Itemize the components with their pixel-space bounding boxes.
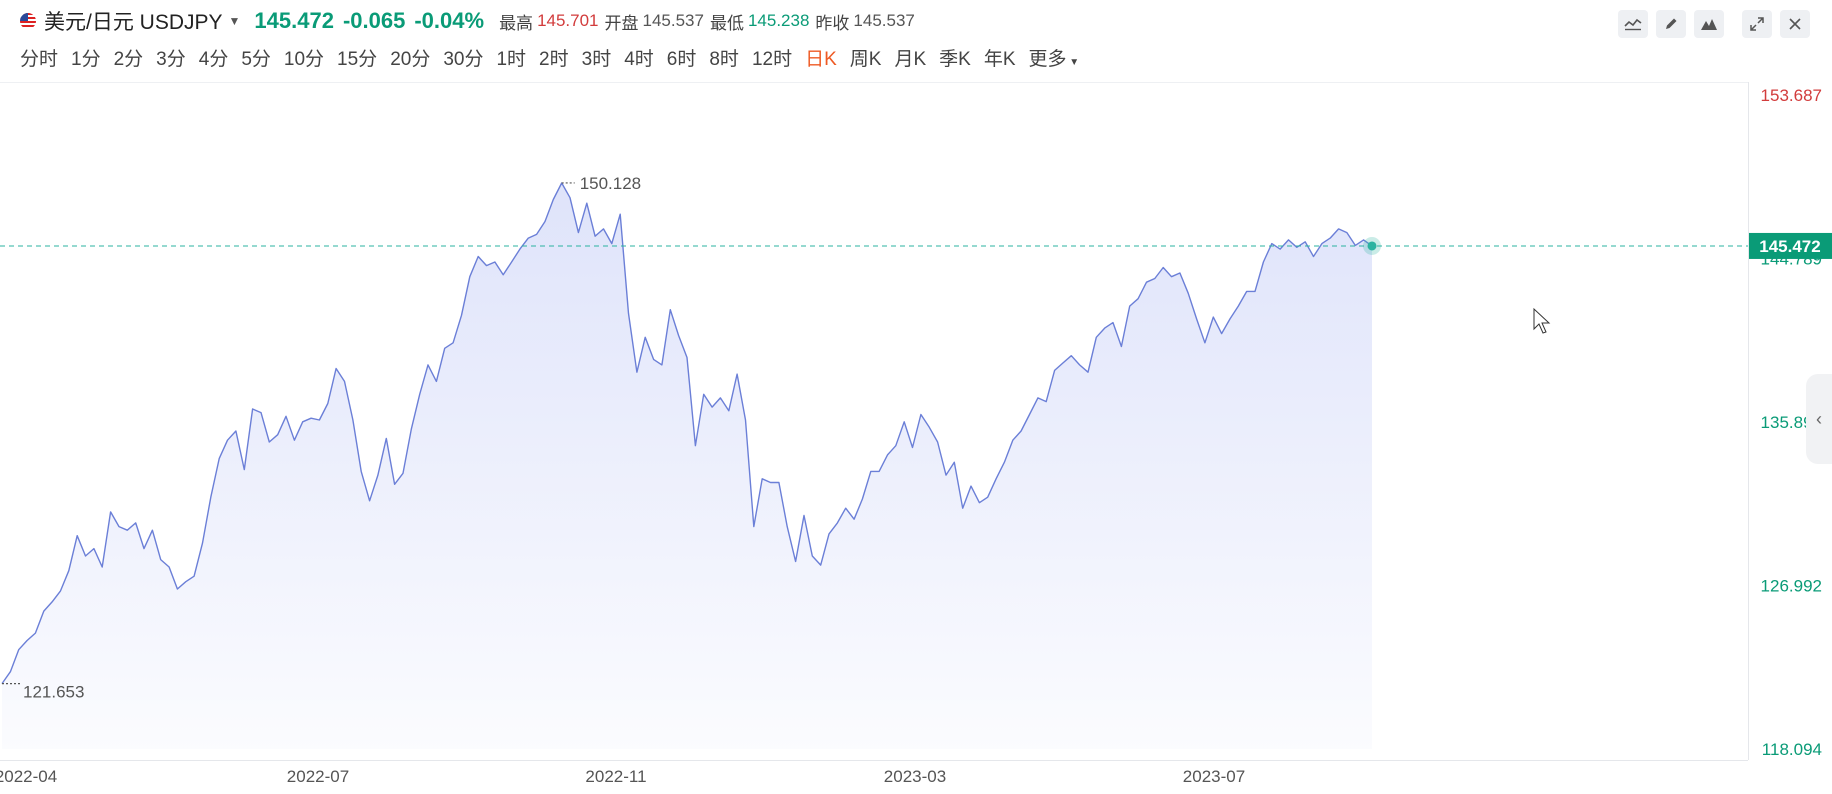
last-price: 145.472 [254, 8, 334, 33]
current-price-badge [1749, 232, 1832, 259]
period-tab[interactable]: 更多 ▼ [1028, 48, 1080, 70]
price-change-pct: -0.04% [414, 8, 485, 33]
period-tab[interactable]: 10分 [283, 48, 325, 70]
x-tick-label: 2022-04 [0, 767, 57, 786]
chevron-down-icon[interactable]: ▼ [228, 14, 241, 28]
chevron-down-icon[interactable]: ▼ [1066, 56, 1080, 68]
x-tick-label: 2022-07 [287, 767, 349, 786]
period-tab[interactable]: 3分 [156, 48, 186, 70]
draw-icon[interactable] [1656, 10, 1686, 38]
period-tab[interactable]: 2时 [539, 48, 569, 70]
chart-toolbar [1618, 10, 1810, 38]
mouse-cursor-icon [1533, 307, 1551, 334]
area-chart-svg[interactable]: 153.687144.789135.890126.992118.094145.4… [0, 82, 1832, 794]
x-tick-label: 2023-07 [1183, 767, 1245, 786]
chart-type-icon[interactable] [1694, 10, 1724, 38]
open-label: 开盘 [604, 13, 639, 33]
period-tab[interactable]: 5分 [241, 48, 271, 70]
period-tab[interactable]: 1时 [496, 48, 527, 70]
period-tab[interactable]: 1分 [71, 48, 101, 70]
period-tab[interactable]: 12时 [751, 48, 793, 70]
period-tab[interactable]: 年K [983, 48, 1016, 70]
period-tab[interactable]: 30分 [443, 48, 484, 70]
period-tab[interactable]: 8时 [709, 48, 739, 70]
pair-selector[interactable]: 美元/日元 USDJPY [44, 11, 223, 34]
open-value: 145.537 [642, 11, 704, 30]
current-price-dot [1367, 241, 1377, 251]
price-series-line [1, 182, 1373, 685]
period-tab[interactable]: 分时 [20, 48, 59, 70]
period-tab[interactable]: 季K [939, 48, 971, 70]
indicator-icon[interactable] [1618, 10, 1648, 38]
period-tabs: 分时 1分 2分 3分 4分 5分 10分 15分 20分 30分 1时 2时 3时 4时 6时 8时 12时日… [20, 44, 1092, 70]
us-flag-icon [20, 13, 36, 29]
max-value-label: 150.128 [580, 174, 641, 193]
current-price-label: 145.472 [1759, 237, 1820, 256]
x-tick-label: 2022-11 [585, 767, 646, 786]
y-tick-label: 126.992 [1761, 577, 1822, 596]
period-tab[interactable]: 2分 [113, 48, 144, 70]
x-tick-label: 2023-03 [884, 767, 946, 786]
period-tab[interactable]: 4分 [198, 48, 229, 70]
price-area-fill [2, 183, 1372, 749]
expand-icon[interactable] [1742, 10, 1772, 38]
close-icon[interactable] [1780, 10, 1810, 38]
period-tab[interactable]: 20分 [390, 48, 431, 70]
low-label: 最低 [709, 13, 744, 33]
low-value: 145.238 [747, 11, 810, 30]
period-tab[interactable]: 3时 [581, 48, 612, 70]
price-chart[interactable]: 153.687 144.789 135.890 126.992 118.094 145.4… [0, 82, 1832, 794]
prev-close-label: 昨收 [815, 13, 850, 33]
period-tab[interactable]: 周K [849, 48, 882, 70]
high-value: 145.701 [537, 11, 599, 30]
period-tab[interactable]: 15分 [337, 48, 378, 70]
y-tick-label: 153.687 [1761, 86, 1822, 105]
chevron-left-icon[interactable]: ‹ [1806, 374, 1832, 464]
min-value-label: 121.653 [23, 683, 84, 702]
period-tab[interactable]: 6时 [666, 48, 697, 70]
y-tick-label: 118.094 [1762, 740, 1822, 759]
high-label: 最高 [499, 13, 534, 33]
instrument-header: 美元/日元 USDJPY ▼ 145.472 -0.065 -0.04% 最高 … [0, 0, 1832, 42]
price-change: -0.065 [342, 8, 406, 33]
period-tab[interactable]: 日K [805, 48, 837, 70]
period-tab[interactable]: 4时 [624, 48, 654, 70]
prev-close-value: 145.537 [853, 11, 915, 30]
period-tab[interactable]: 月K [894, 48, 927, 70]
